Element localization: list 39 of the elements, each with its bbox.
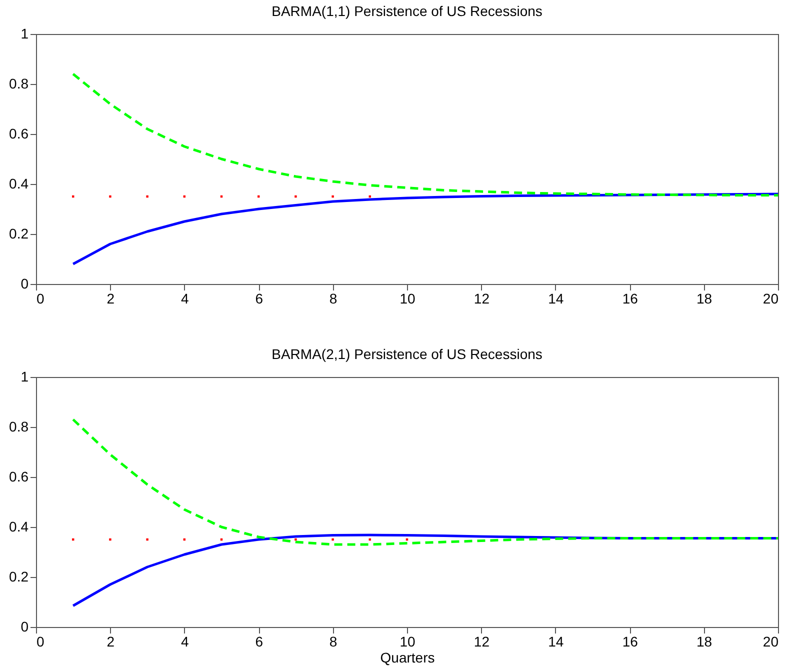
y-tick-label: 0.8: [9, 76, 29, 92]
x-tick-label: 6: [255, 634, 264, 650]
x-tick-label: 14: [548, 634, 564, 650]
y-tick-label: 0.8: [9, 418, 29, 434]
y-tick-label: 0.2: [9, 226, 29, 242]
x-tick-label: 2: [106, 634, 115, 650]
y-tick-label: 0.2: [9, 568, 29, 584]
x-tick-label: 0: [36, 634, 44, 650]
x-tick-label: 10: [400, 634, 416, 650]
y-tick-label: 0: [20, 618, 29, 634]
y-tick-label: 0.6: [9, 126, 29, 142]
x-tick-label: 16: [622, 634, 638, 650]
x-tick-label: 12: [474, 634, 490, 650]
x-tick-label: 0: [36, 290, 44, 306]
chart-title: BARMA(1,1) Persistence of US Recessions: [272, 3, 542, 19]
y-tick-label: 0.4: [9, 176, 29, 192]
chart-title: BARMA(2,1) Persistence of US Recessions: [272, 346, 542, 362]
x-tick-label: 16: [622, 290, 638, 306]
x-tick-label: 4: [181, 290, 189, 306]
y-tick-label: 0.4: [9, 518, 29, 534]
line-series: [72, 418, 778, 546]
x-tick-label: 10: [400, 290, 416, 306]
line-series: [72, 72, 778, 196]
y-tick-label: 0.6: [9, 468, 29, 484]
x-axis-title: Quarters: [380, 650, 435, 666]
x-tick-label: 8: [329, 290, 338, 306]
x-tick-label: 18: [696, 634, 712, 650]
x-tick-label: 14: [548, 290, 564, 306]
y-tick-label: 0: [20, 276, 29, 292]
y-tick-label: 1: [20, 26, 29, 42]
x-tick-label: 4: [181, 634, 189, 650]
y-tick-label: 1: [20, 368, 29, 384]
x-tick-label: 20: [762, 290, 779, 306]
x-tick-label: 12: [474, 290, 490, 306]
x-tick-label: 6: [255, 290, 264, 306]
x-tick-label: 20: [762, 634, 779, 650]
x-tick-label: 8: [329, 634, 338, 650]
x-tick-label: 2: [106, 290, 115, 306]
x-tick-label: 18: [696, 290, 712, 306]
